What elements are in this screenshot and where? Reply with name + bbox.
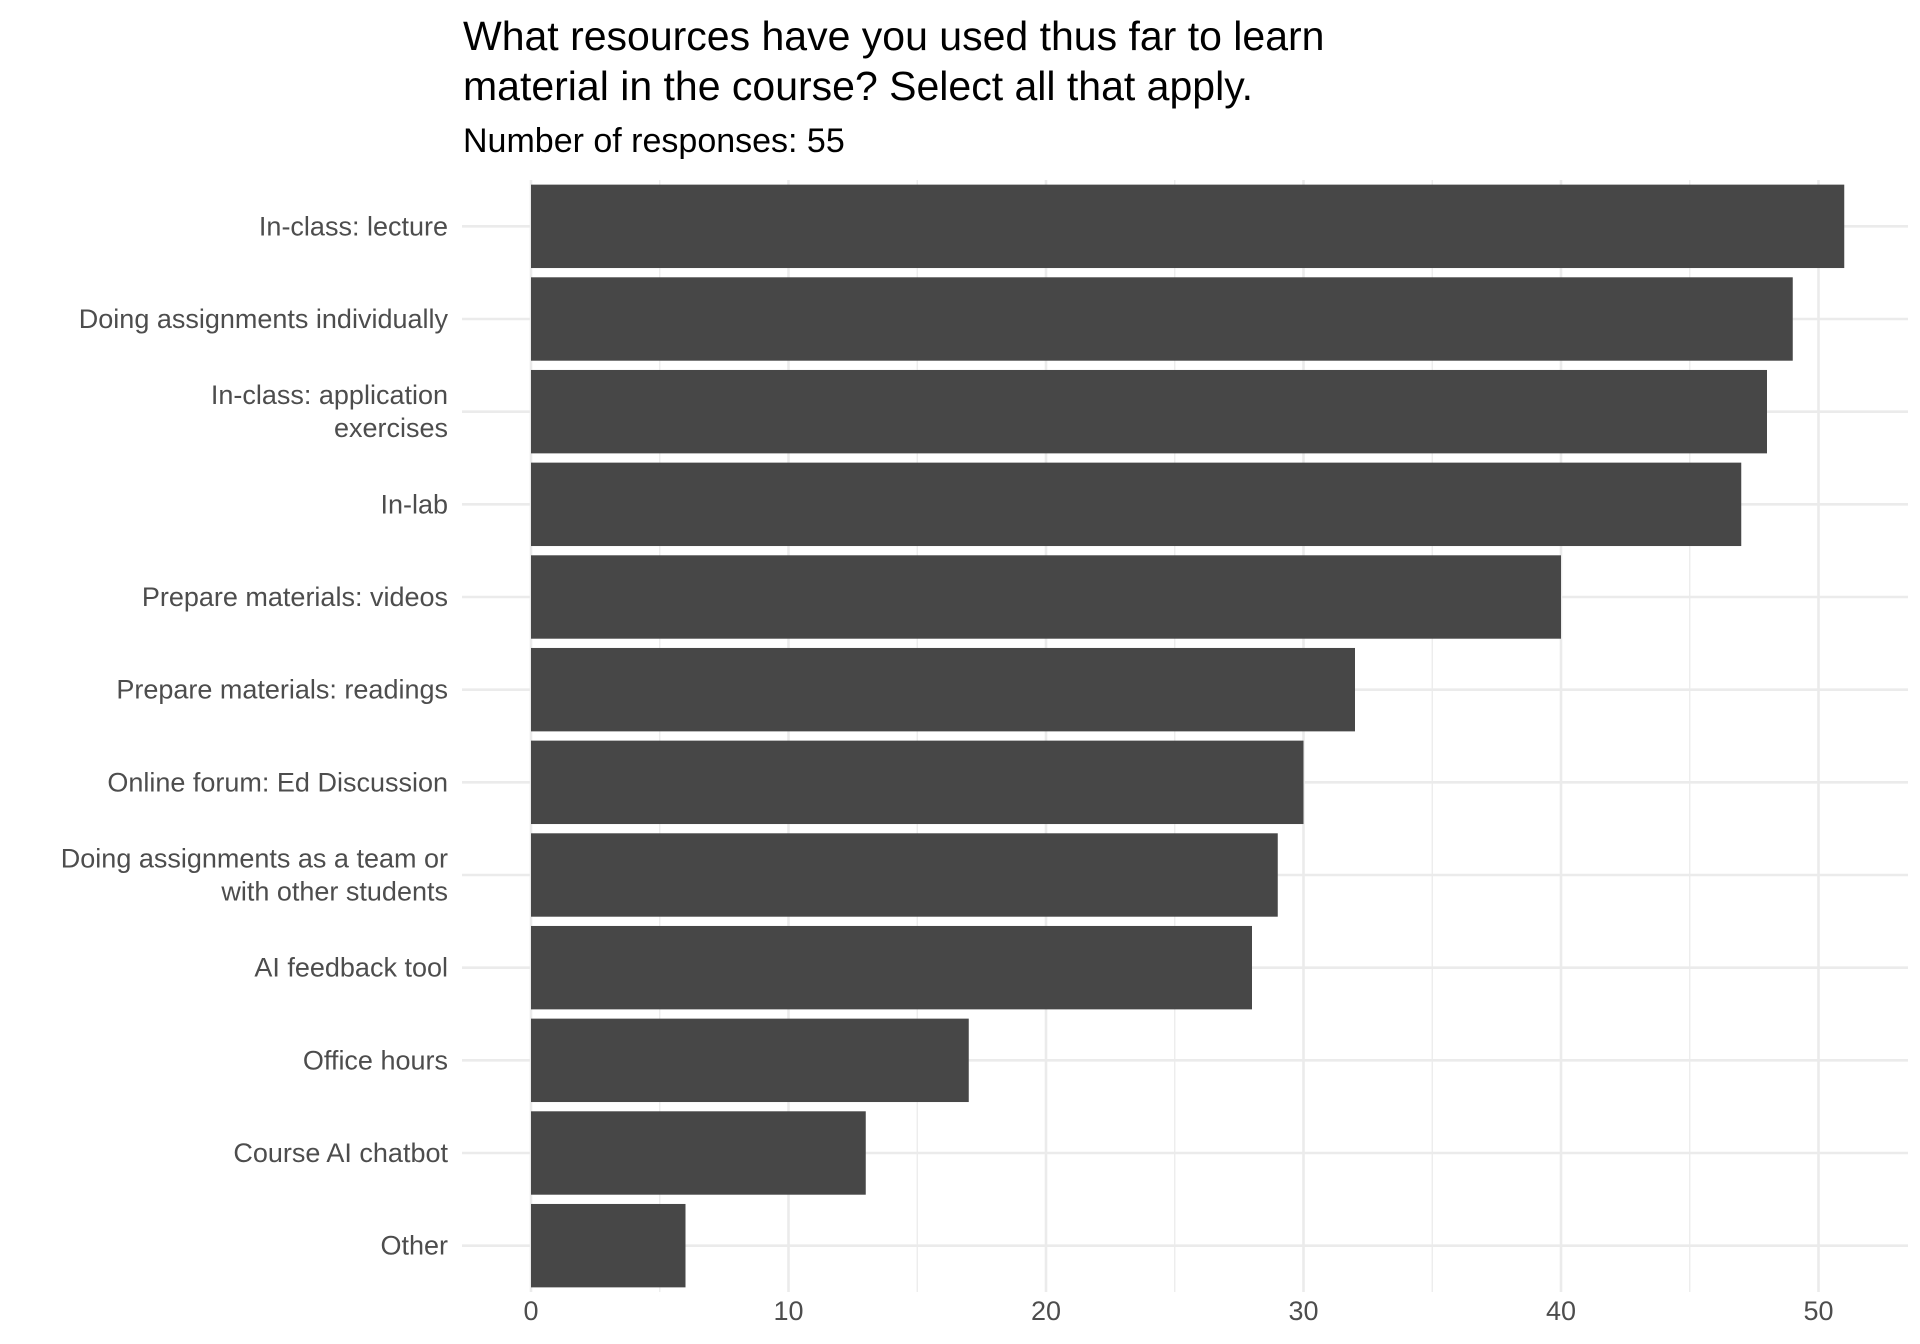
bar [531,1111,866,1195]
bar [531,462,1742,547]
x-tick-label: 0 [523,1296,538,1326]
bar [531,555,1561,639]
bar [531,1018,969,1103]
bar [531,184,1845,269]
bar [531,925,1252,1010]
x-tick-label: 10 [773,1296,803,1326]
x-tick-label: 40 [1546,1296,1576,1326]
x-tick-label: 20 [1031,1296,1061,1326]
y-tick-label: In-class: application exercises [211,380,448,443]
bar [531,369,1767,454]
y-tick-label: In-lab [380,489,448,519]
y-tick-label: Online forum: Ed Discussion [107,767,448,797]
y-tick-label: Doing assignments individually [79,304,449,334]
bar [531,647,1355,732]
chart-title-line-1: What resources have you used thus far to… [463,13,1325,59]
chart-title-line-2: material in the course? Select all that … [463,63,1254,109]
y-tick-label: Course AI chatbot [233,1138,448,1168]
y-tick-label: In-class: lecture [259,211,448,241]
chart-subtitle: Number of responses: 55 [463,122,845,160]
y-tick-label: Doing assignments as a team or with other… [61,844,448,907]
bar [531,1203,686,1288]
bar [531,277,1793,361]
x-tick-label: 50 [1803,1296,1833,1326]
y-tick-label: AI feedback tool [254,953,448,983]
y-tick-label: Other [380,1231,448,1261]
bar [531,740,1304,825]
y-tick-label: Prepare materials: readings [116,675,448,705]
y-tick-label: Prepare materials: videos [142,582,448,612]
y-tick-label: Office hours [303,1045,448,1075]
x-tick-label: 30 [1288,1296,1318,1326]
bar [531,833,1278,917]
